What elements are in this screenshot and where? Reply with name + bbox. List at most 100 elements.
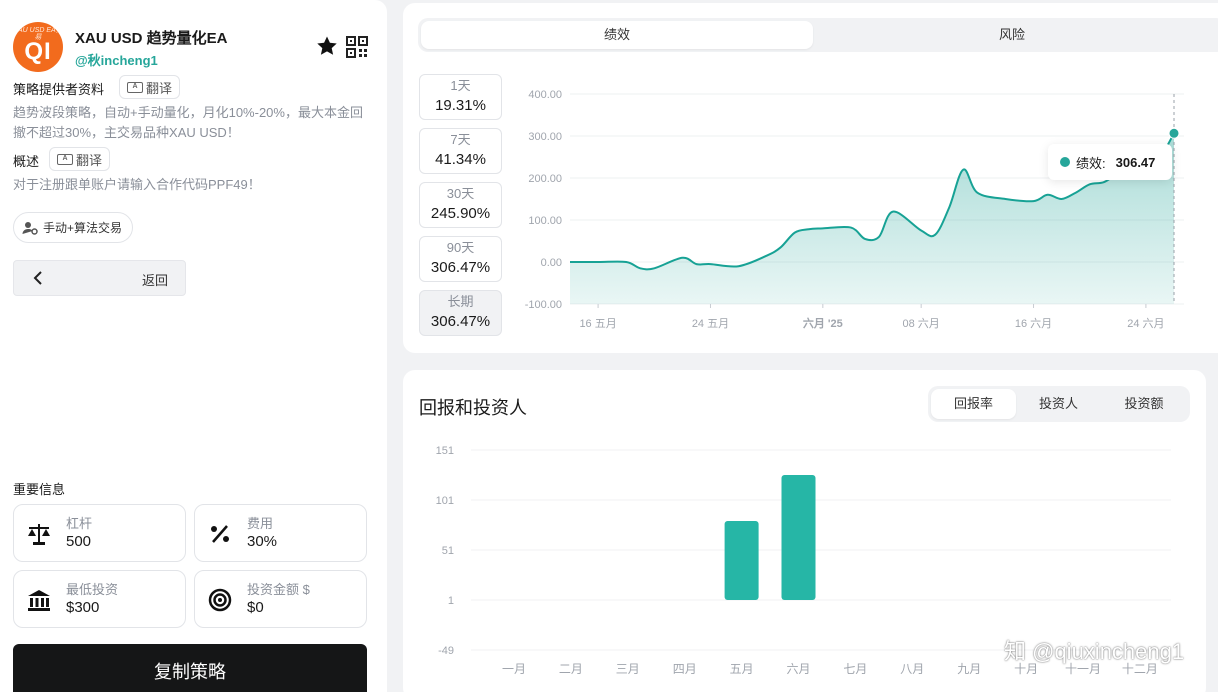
y-tick-label: 101 [436, 495, 454, 507]
x-tick-label: 十二月 [1122, 662, 1158, 676]
performance-line [570, 132, 1175, 271]
min-investment-label: 最低投资 [66, 582, 119, 597]
return-bar [781, 475, 816, 600]
period-value: 306.47% [430, 259, 491, 276]
translate-label: 翻译 [146, 80, 173, 96]
period-value: 19.31% [435, 97, 486, 114]
period-7d[interactable]: 7天 41.34% [419, 128, 502, 174]
x-tick-label: 08 六月 [903, 317, 940, 330]
translate-icon: A [57, 153, 73, 165]
y-tick-label: 100.00 [528, 215, 562, 227]
x-tick-label: 五月 [730, 662, 754, 676]
chevron-left-icon [33, 271, 42, 285]
y-tick-label: 200.00 [528, 173, 562, 185]
x-tick-label: 二月 [559, 662, 583, 676]
tab-risk[interactable]: 风险 [998, 27, 1025, 42]
latest-point [1168, 127, 1180, 139]
x-tick-label: 九月 [957, 662, 981, 676]
x-tick-label: 七月 [843, 662, 867, 676]
leverage-card: 杠杆 500 [13, 504, 186, 562]
overview-label: 概述 [13, 154, 40, 169]
y-tick-label: 0.00 [541, 257, 562, 269]
star-icon[interactable] [315, 34, 339, 58]
period-label: 长期 [447, 294, 474, 309]
trade-type-chip: 手动+算法交易 [13, 212, 134, 243]
returns-tabs: 回报率 投资人 投资额 [928, 386, 1190, 422]
x-tick-label: 十一月 [1065, 662, 1101, 676]
back-label: 返回 [142, 273, 169, 288]
strategy-title: XAU USD 趋势量化EA [75, 30, 228, 47]
back-button[interactable]: 返回 [13, 260, 186, 296]
percent-icon [211, 525, 229, 543]
investment-amount-value: $0 [247, 599, 264, 616]
tab-return-rate[interactable]: 回报率 [931, 389, 1016, 419]
leverage-label: 杠杆 [66, 516, 93, 531]
y-tick-label: 51 [442, 545, 454, 557]
period-value: 245.90% [430, 205, 491, 222]
tab-investors[interactable]: 投资人 [1038, 396, 1078, 411]
overview-text: 对于注册跟单账户请输入合作代码PPF49！ [13, 177, 261, 192]
strategy-description: 趋势波段策略，自动+手动量化，月化10%-20%，最大本金回撤不超过30%，主交… [13, 105, 363, 140]
trade-type-label: 手动+算法交易 [43, 221, 123, 235]
y-tick-label: 400.00 [528, 89, 562, 101]
series-dot [1060, 157, 1070, 167]
translate-overview-button[interactable]: A 翻译 [49, 147, 111, 171]
x-tick-label: 六月 '25 [803, 316, 843, 330]
x-tick-label: 三月 [616, 662, 640, 676]
tooltip-value: 306.47 [1115, 154, 1156, 170]
x-tick-label: 16 五月 [579, 318, 616, 330]
period-30d[interactable]: 30天 245.90% [419, 182, 502, 228]
x-tick-label: 16 六月 [1015, 317, 1052, 330]
user-gear-icon [22, 221, 38, 235]
period-all-time[interactable]: 长期 306.47% [419, 290, 502, 336]
returns-title: 回报和投资人 [419, 398, 527, 418]
fee-card: 费用 30% [194, 504, 367, 562]
x-tick-label: 八月 [900, 662, 924, 676]
return-bar [724, 521, 759, 600]
watermark: 知 @qiuxincheng1 [1004, 639, 1185, 664]
tab-performance[interactable]: 绩效 [421, 21, 813, 49]
leverage-value: 500 [66, 533, 92, 550]
investment-amount-card: 投资金额 $ $0 [194, 570, 367, 628]
tab-investment-amount[interactable]: 投资额 [1124, 396, 1164, 411]
translate-label: 翻译 [76, 152, 103, 168]
x-tick-label: 六月 [786, 662, 810, 676]
min-investment-card: 最低投资 $300 [13, 570, 186, 628]
y-tick-label: -100.00 [525, 299, 562, 311]
y-tick-label: -49 [438, 645, 454, 657]
avatar-text: QI [24, 38, 52, 65]
period-label: 90天 [446, 240, 475, 255]
copy-strategy-button[interactable]: 复制策略 [13, 644, 367, 692]
fee-label: 费用 [247, 516, 274, 531]
x-tick-label: 24 六月 [1127, 317, 1164, 330]
period-label: 30天 [446, 186, 475, 201]
returns-bar-chart[interactable]: 151 101 51 1 -49 一月 二月 三月 四月 五月 六月 七月 八月 九月 十月 十一月 十二月 [419, 436, 1189, 686]
key-info-heading: 重要信息 [13, 482, 66, 497]
y-tick-label: 1 [448, 595, 454, 607]
provider-handle[interactable]: @秋incheng1 [75, 53, 158, 68]
translate-icon: A [127, 81, 143, 93]
performance-chart[interactable]: 400.00 300.00 200.00 100.00 0.00 -100.00 16 五月… [512, 78, 1212, 336]
chart-tooltip: 绩效: 306.47 [1048, 144, 1172, 180]
translate-profile-button[interactable]: A 翻译 [119, 75, 181, 99]
tooltip-label: 绩效: [1076, 155, 1106, 171]
x-tick-label: 十月 [1014, 662, 1038, 676]
qr-code-icon[interactable] [346, 36, 368, 58]
provider-avatar: XAU USD EA交易 QI [13, 22, 63, 72]
period-1d[interactable]: 1天 19.31% [419, 74, 502, 120]
performance-tabs: 绩效 风险 [418, 18, 1218, 52]
x-tick-label: 24 五月 [692, 318, 729, 330]
min-investment-value: $300 [66, 599, 100, 616]
performance-area [570, 133, 1174, 304]
fee-value: 30% [247, 533, 278, 550]
target-icon [208, 588, 232, 612]
x-tick-label: 四月 [673, 662, 697, 676]
x-tick-label: 一月 [502, 662, 526, 676]
period-label: 1天 [450, 78, 471, 93]
y-tick-label: 300.00 [528, 131, 562, 143]
avatar-top-text: XAU USD EA交易 [13, 27, 63, 41]
period-value: 41.34% [435, 151, 486, 168]
period-90d[interactable]: 90天 306.47% [419, 236, 502, 282]
profile-label: 策略提供者资料 [13, 82, 105, 97]
y-tick-label: 151 [436, 445, 454, 457]
